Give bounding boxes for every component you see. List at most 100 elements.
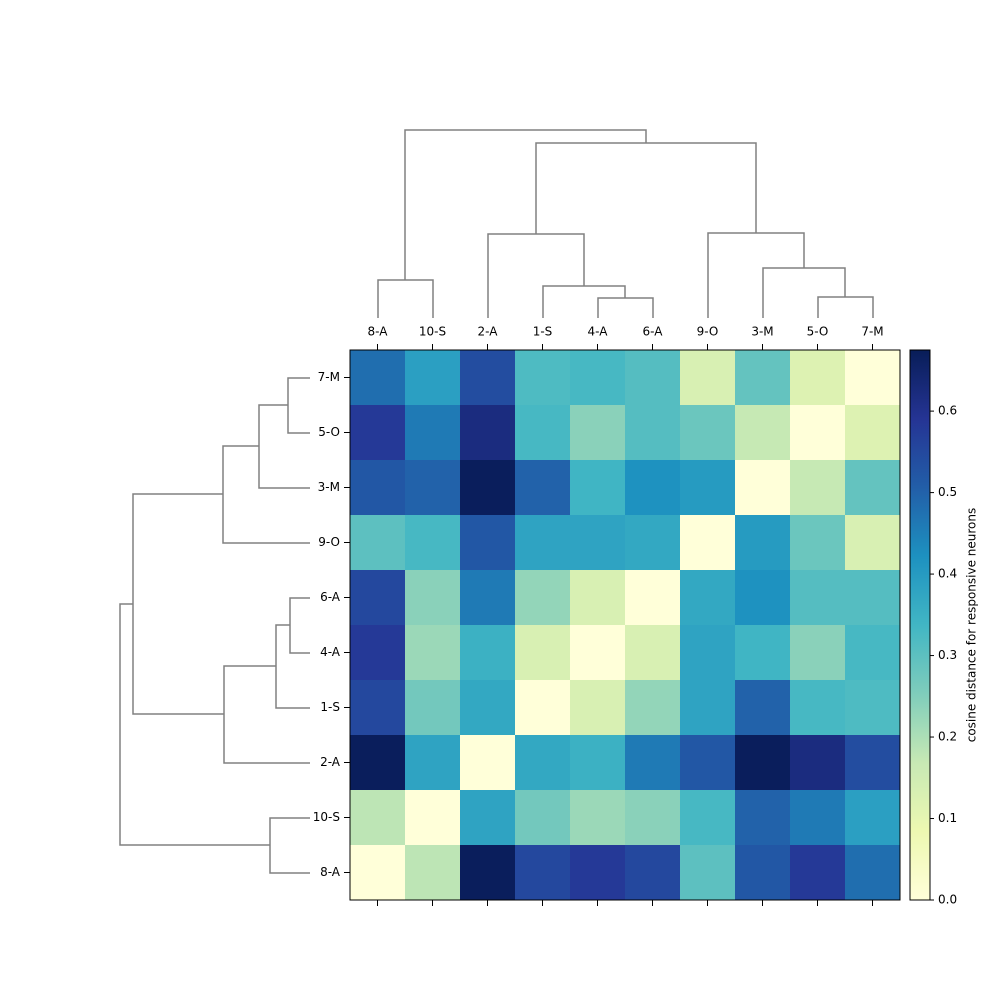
heatmap-cell [735, 515, 791, 571]
heatmap-cell [350, 515, 406, 571]
heatmap-cell [405, 845, 461, 901]
heatmap-cell [680, 570, 736, 626]
x-tick-label: 5-O [807, 325, 829, 339]
heatmap-cell [405, 350, 461, 406]
heatmap-cell [790, 680, 846, 736]
heatmap-cell [735, 845, 791, 901]
heatmap-cell [845, 680, 901, 736]
heatmap-cell [515, 735, 571, 791]
heatmap-cell [460, 790, 516, 846]
y-tick-label: 5-O [318, 425, 340, 439]
x-tick-label: 8-A [368, 325, 389, 339]
heatmap-cell [515, 570, 571, 626]
heatmap-cell [570, 460, 626, 516]
heatmap-cell [735, 625, 791, 681]
colorbar [909, 349, 931, 901]
heatmap-cell [735, 790, 791, 846]
heatmap-cell [515, 515, 571, 571]
heatmap-cell [735, 350, 791, 406]
heatmap-cell [680, 350, 736, 406]
heatmap-cell [680, 845, 736, 901]
y-tick-label: 1-S [320, 700, 340, 714]
heatmap-cell [570, 680, 626, 736]
heatmap-cell [460, 405, 516, 461]
heatmap-cell [570, 515, 626, 571]
heatmap-frame [349, 349, 901, 901]
heatmap-cell [790, 515, 846, 571]
heatmap-cell [625, 350, 681, 406]
heatmap-cell [405, 460, 461, 516]
heatmap-cell [790, 790, 846, 846]
heatmap-cell [405, 735, 461, 791]
heatmap-cell [460, 570, 516, 626]
heatmap-cell [350, 405, 406, 461]
y-tick-label: 6-A [320, 590, 341, 604]
heatmap-cell [460, 845, 516, 901]
heatmap-cell [515, 350, 571, 406]
y-tick-label: 8-A [320, 865, 341, 879]
heatmap-cell [625, 625, 681, 681]
heatmap-cell [790, 625, 846, 681]
colorbar-tick-label: 0.4 [938, 567, 957, 581]
heatmap-cell [570, 350, 626, 406]
heatmap-cell [515, 680, 571, 736]
heatmap-cell [735, 735, 791, 791]
heatmap-cell [735, 405, 791, 461]
heatmap-cell [350, 680, 406, 736]
heatmap-cell [460, 625, 516, 681]
column-dendrogram [377, 129, 874, 318]
heatmap-cell [570, 790, 626, 846]
heatmap-cell [460, 735, 516, 791]
heatmap-cell [515, 790, 571, 846]
heatmap-cell [350, 790, 406, 846]
heatmap-cell [680, 460, 736, 516]
colorbar-tick-label: 0.0 [938, 893, 957, 907]
heatmap-cell [845, 735, 901, 791]
heatmap-cell [350, 845, 406, 901]
heatmap-cell [845, 405, 901, 461]
x-tick-label: 4-A [588, 325, 609, 339]
heatmap-cell [350, 625, 406, 681]
heatmap-cell [845, 570, 901, 626]
heatmap-cell [350, 735, 406, 791]
heatmap-cell [790, 350, 846, 406]
heatmap-cell [790, 735, 846, 791]
heatmap-cell [625, 845, 681, 901]
heatmap-cell [460, 515, 516, 571]
heatmap-cell [625, 515, 681, 571]
heatmap-cell [680, 625, 736, 681]
colorbar-tick-label: 0.6 [938, 404, 957, 418]
heatmap-cell [790, 570, 846, 626]
colorbar-label: cosine distance for responsive neurons [965, 508, 979, 743]
heatmap-cell [515, 625, 571, 681]
colorbar-tick-label: 0.5 [938, 485, 957, 499]
heatmap-cell [570, 570, 626, 626]
heatmap-cell [735, 460, 791, 516]
heatmap-cell [680, 790, 736, 846]
y-tick-label: 10-S [313, 810, 340, 824]
y-tick-label: 4-A [320, 645, 341, 659]
y-tick-label: 2-A [320, 755, 341, 769]
heatmap-cell [570, 625, 626, 681]
heatmap-cell [625, 790, 681, 846]
x-tick-label: 7-M [861, 325, 883, 339]
heatmap-cell [845, 515, 901, 571]
x-tick-label: 9-O [697, 325, 719, 339]
heatmap-cell [405, 515, 461, 571]
heatmap-cell [735, 570, 791, 626]
heatmap-cell [680, 680, 736, 736]
heatmap-cell [680, 735, 736, 791]
heatmap-cell [405, 625, 461, 681]
heatmap-cell [735, 680, 791, 736]
heatmap-cell [405, 405, 461, 461]
heatmap-cell [405, 790, 461, 846]
heatmap-cell [680, 515, 736, 571]
colorbar-tick-label: 0.1 [938, 811, 957, 825]
heatmap-cell [625, 735, 681, 791]
heatmap-cell [680, 405, 736, 461]
y-tick-label: 7-M [318, 370, 340, 384]
x-tick-label: 2-A [478, 325, 499, 339]
row-dendrogram [119, 377, 310, 874]
heatmap-cell [570, 405, 626, 461]
heatmap-cell [845, 350, 901, 406]
